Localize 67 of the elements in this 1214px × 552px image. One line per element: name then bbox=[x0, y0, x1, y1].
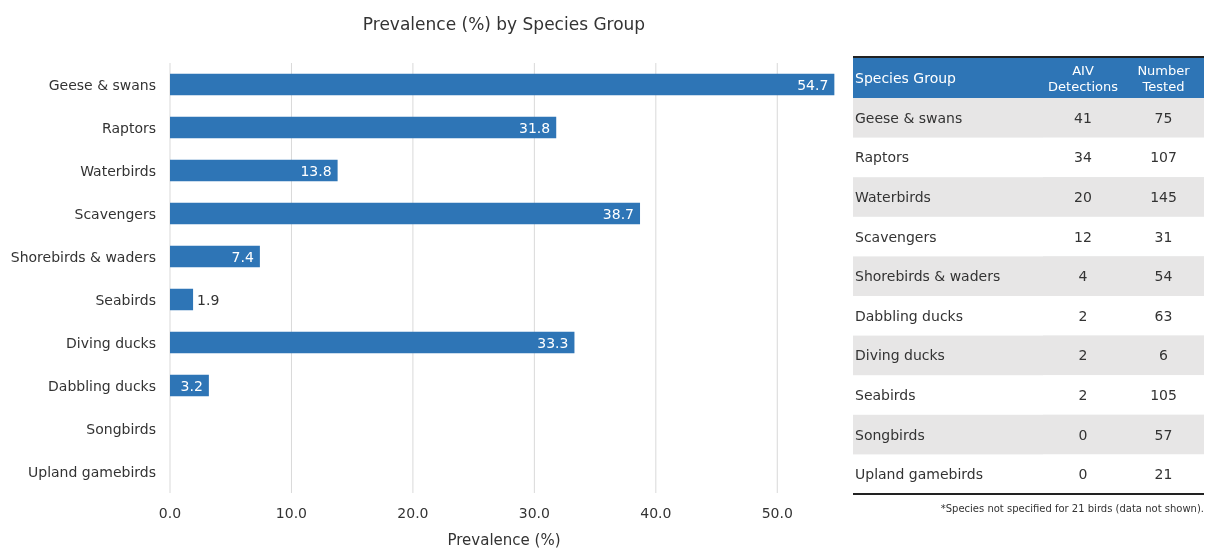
x-tick-label: AIV Detections bbox=[1048, 63, 1119, 94]
data-label: 2 bbox=[1078, 347, 1088, 364]
data-label: 7.4 bbox=[231, 248, 254, 265]
data-label: 1.9 bbox=[197, 291, 220, 308]
data-label: 20 bbox=[1074, 189, 1092, 205]
data-label: 105 bbox=[1150, 387, 1177, 403]
data-label: 145 bbox=[1150, 189, 1177, 205]
data-label: 54 bbox=[1154, 268, 1173, 285]
data-label: 107 bbox=[1150, 149, 1177, 166]
bar bbox=[170, 159, 338, 182]
data-label: 21 bbox=[1154, 466, 1173, 483]
y-tick-label: Waterbirds bbox=[80, 162, 156, 179]
x-tick-label: 10.0 bbox=[275, 505, 308, 521]
x-axis-title: Prevalence (%) bbox=[447, 531, 561, 549]
x-tick-label: 30.0 bbox=[518, 505, 550, 521]
x-tick-label: Number Tested bbox=[1137, 63, 1191, 94]
data-label: 12 bbox=[1074, 228, 1092, 245]
text: *Species not specified for 21 birds (data not shown). bbox=[940, 503, 1204, 514]
y-tick-label: Shorebirds & waders bbox=[10, 248, 156, 265]
data-label: 34 bbox=[1074, 149, 1092, 166]
data-label: 33.3 bbox=[537, 334, 569, 351]
data-label: 0 bbox=[1078, 466, 1088, 483]
y-tick-label: Scavengers bbox=[855, 228, 937, 245]
data-label: 31 bbox=[1154, 228, 1173, 245]
y-tick-label: Upland gamebirds bbox=[855, 466, 983, 483]
x-tick-label: 40.0 bbox=[640, 505, 672, 521]
y-tick-label: Diving ducks bbox=[855, 347, 945, 364]
y-axis-title: Species Group bbox=[855, 70, 957, 86]
data-label: 13.8 bbox=[300, 162, 332, 179]
bar bbox=[170, 73, 835, 96]
y-tick-label: Shorebirds & waders bbox=[855, 268, 1001, 285]
data-label: 75 bbox=[1154, 109, 1173, 126]
data-label: 0 bbox=[1078, 426, 1088, 443]
data-label: 38.7 bbox=[602, 205, 635, 222]
data-label: 2 bbox=[1078, 387, 1088, 403]
y-tick-label: Dabbling ducks bbox=[48, 377, 156, 394]
y-tick-label: Songbirds bbox=[855, 426, 925, 443]
y-tick-label: Geese & swans bbox=[48, 76, 156, 93]
x-tick-label: 50.0 bbox=[761, 505, 793, 521]
data-label: 31.8 bbox=[519, 119, 551, 136]
y-tick-label: Raptors bbox=[855, 149, 909, 166]
data-label: 2 bbox=[1078, 307, 1088, 324]
x-tick-label: 20.0 bbox=[397, 505, 429, 521]
chart-title: Prevalence (%) by Species Group bbox=[362, 14, 646, 34]
bar bbox=[170, 331, 575, 354]
y-tick-label: Songbirds bbox=[86, 420, 156, 437]
bar bbox=[170, 202, 641, 225]
y-tick-label: Scavengers bbox=[74, 205, 156, 222]
data-label: 4 bbox=[1078, 268, 1088, 285]
bar bbox=[170, 288, 194, 311]
y-tick-label: Waterbirds bbox=[855, 189, 931, 205]
y-tick-label: Geese & swans bbox=[855, 109, 963, 126]
data-label: 57 bbox=[1154, 426, 1173, 443]
data-label: 63 bbox=[1154, 307, 1173, 324]
data-label: 6 bbox=[1159, 347, 1169, 364]
y-tick-label: Upland gamebirds bbox=[28, 463, 156, 480]
bar bbox=[170, 245, 260, 268]
bar bbox=[170, 116, 557, 139]
y-tick-label: Raptors bbox=[102, 119, 156, 136]
y-tick-label: Diving ducks bbox=[66, 334, 156, 351]
y-tick-label: Seabirds bbox=[855, 387, 916, 403]
y-tick-label: Seabirds bbox=[95, 291, 156, 308]
data-label: 3.2 bbox=[180, 377, 203, 394]
data-label: 54.7 bbox=[797, 76, 829, 93]
data-label: 41 bbox=[1074, 109, 1092, 126]
x-tick-label: 0.0 bbox=[158, 505, 182, 521]
y-tick-label: Dabbling ducks bbox=[855, 307, 963, 324]
